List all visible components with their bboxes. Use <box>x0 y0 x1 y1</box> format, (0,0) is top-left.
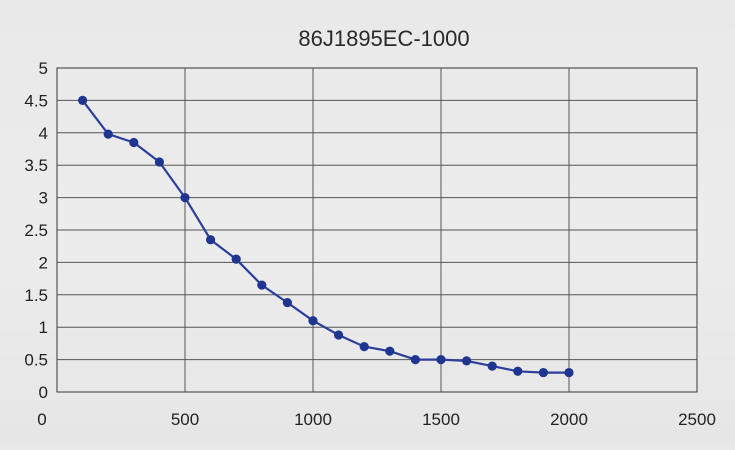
data-point <box>103 129 113 139</box>
data-point <box>487 361 497 371</box>
x-axis-ticks: 0 500 1000 1500 2000 2500 <box>37 410 716 429</box>
data-point <box>154 157 164 167</box>
y-tick-label: 1.5 <box>24 286 48 305</box>
x-tick-label: 2500 <box>678 410 716 429</box>
data-point <box>436 355 446 365</box>
x-tick-label: 2000 <box>550 410 588 429</box>
grid <box>56 67 698 393</box>
y-tick-label: 3.5 <box>24 156 48 175</box>
data-point <box>282 297 292 308</box>
y-tick-label: 0.5 <box>24 351 48 370</box>
y-tick-label: 4 <box>39 124 48 143</box>
y-tick-label: 2 <box>39 253 48 272</box>
x-tick-label: 500 <box>171 410 199 429</box>
y-tick-label: 4.5 <box>24 91 48 110</box>
data-point <box>129 137 139 148</box>
data-point <box>359 342 369 352</box>
chart-title: 86J1895EC-1000 <box>298 26 469 51</box>
data-point <box>308 316 318 326</box>
y-axis-ticks: 0 0.5 1 1.5 2 2.5 3 3.5 4 4.5 5 <box>24 59 48 402</box>
data-point <box>385 346 395 356</box>
x-tick-label: 1500 <box>422 410 460 429</box>
x-tick-label: 1000 <box>294 410 332 429</box>
data-point <box>462 356 472 366</box>
data-point <box>538 367 549 378</box>
data-point <box>564 367 574 378</box>
data-point <box>206 235 216 245</box>
data-point <box>180 193 190 203</box>
series-group <box>78 95 574 378</box>
data-point <box>410 355 420 365</box>
y-tick-label: 5 <box>39 59 48 78</box>
data-point <box>231 254 241 264</box>
y-tick-label: 3 <box>39 189 48 208</box>
data-point <box>513 366 523 376</box>
y-tick-label: 2.5 <box>24 221 48 240</box>
data-point <box>257 280 267 290</box>
series-line <box>81 99 569 374</box>
data-point <box>334 330 344 340</box>
y-tick-label: 1 <box>39 318 48 337</box>
y-tick-label: 0 <box>39 383 48 402</box>
x-tick-label: 0 <box>37 410 46 429</box>
data-point <box>78 95 88 105</box>
